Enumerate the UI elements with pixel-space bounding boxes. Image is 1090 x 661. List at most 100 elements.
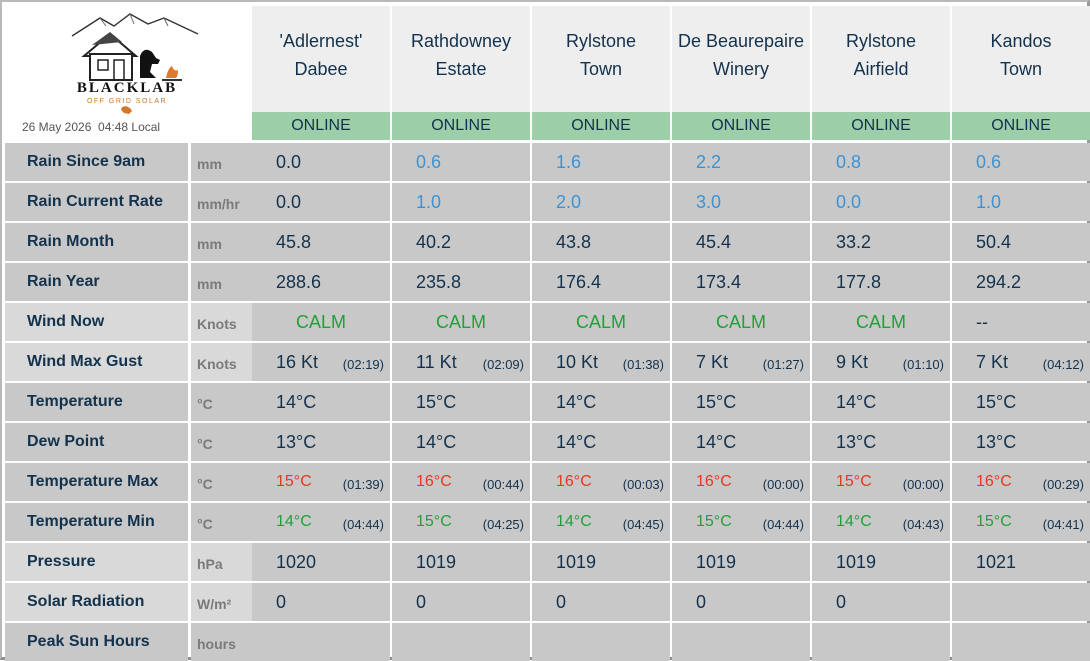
cell-value: 14°C	[836, 513, 872, 530]
cell-value: 1019	[696, 551, 737, 572]
station-name-line1: De Beaurepaire	[677, 31, 805, 51]
row-label: Rain Month	[5, 223, 188, 261]
blacklab-logo: BLACKLAB OFF GRID SOLAR	[52, 12, 202, 116]
value-cell: 16°C (00:44)	[392, 463, 530, 501]
cell-value: --	[976, 311, 988, 332]
value-cell: CALM	[532, 303, 670, 341]
row-unit: Knots	[191, 303, 252, 341]
cell-value: 176.4	[556, 271, 602, 292]
value-cell: 1.6	[532, 143, 670, 181]
brand-name: BLACKLAB	[77, 80, 177, 96]
value-cell: 0.8	[812, 143, 950, 181]
cell-value: 15°C	[416, 391, 457, 412]
value-cell: 15°C	[672, 383, 810, 421]
value-cell: 1019	[532, 543, 670, 581]
value-cell	[952, 583, 1090, 621]
station-status-badge: ONLINE	[672, 112, 810, 140]
cell-value: 16°C	[976, 473, 1012, 490]
row-label: Dew Point	[5, 423, 188, 461]
cell-value: 15°C	[836, 473, 872, 490]
cell-value: CALM	[295, 311, 346, 332]
cell-time: (04:44)	[762, 516, 804, 532]
cell-value: 2.2	[696, 151, 722, 172]
value-cell	[392, 623, 530, 661]
cell-value: 0.0	[836, 191, 862, 212]
value-cell: 14°C	[812, 383, 950, 421]
value-cell: 14°C (04:45)	[532, 503, 670, 541]
table-row: Pressure hPa 1020 1019 1019 1019 1019 1021	[5, 543, 1090, 581]
cell-value: 15°C	[976, 513, 1012, 530]
cell-value: 13°C	[976, 431, 1017, 452]
cell-value: 13°C	[276, 431, 317, 452]
station-name-line2: Estate	[435, 59, 487, 79]
station-name-line1: Rylstone	[845, 31, 917, 51]
value-cell: 0	[672, 583, 810, 621]
cell-value: 173.4	[696, 271, 742, 292]
value-cell: 1.0	[392, 183, 530, 221]
station-header[interactable]: Rathdowney Estate	[392, 6, 530, 112]
cell-value: 1021	[976, 551, 1017, 572]
cell-value: 16 Kt	[276, 351, 319, 372]
cell-value: 16°C	[696, 473, 732, 490]
cell-value: 14°C	[556, 431, 597, 452]
row-unit: Knots	[191, 343, 252, 381]
value-cell: 173.4	[672, 263, 810, 301]
row-unit: °C	[191, 383, 252, 421]
value-cell: 15°C (01:39)	[252, 463, 390, 501]
value-cell	[532, 623, 670, 661]
value-cell: 2.0	[532, 183, 670, 221]
value-cell: 1019	[392, 543, 530, 581]
table-row: Wind Now Knots CALM CALM CALM CALM CALM --	[5, 303, 1090, 341]
value-cell: 0	[392, 583, 530, 621]
table-row: Solar Radiation W/m² 0 0 0 0 0	[5, 583, 1090, 621]
value-cell: 14°C	[252, 383, 390, 421]
value-cell: CALM	[812, 303, 950, 341]
station-header[interactable]: 'Adlernest' Dabee	[252, 6, 390, 112]
cell-value: 294.2	[976, 271, 1022, 292]
row-label: Temperature	[5, 383, 188, 421]
row-label: Solar Radiation	[5, 583, 188, 621]
cell-value: 14°C	[416, 431, 457, 452]
cell-value: 45.8	[276, 231, 312, 252]
cell-value: 0	[836, 591, 847, 612]
cell-value: 1019	[416, 551, 457, 572]
cell-time: (00:44)	[482, 476, 524, 492]
value-cell: 176.4	[532, 263, 670, 301]
cell-value: 15°C	[696, 513, 732, 530]
value-cell: 14°C (04:44)	[252, 503, 390, 541]
value-cell: 14°C (04:43)	[812, 503, 950, 541]
value-cell: 16°C (00:03)	[532, 463, 670, 501]
value-cell: 0.6	[392, 143, 530, 181]
cell-value: 0.8	[836, 151, 862, 172]
station-header[interactable]: Kandos Town	[952, 6, 1090, 112]
cell-value: 1020	[276, 551, 317, 572]
value-cell: 1.0	[952, 183, 1090, 221]
value-cell: CALM	[392, 303, 530, 341]
cell-value: 0.0	[276, 151, 302, 172]
cell-value: CALM	[435, 311, 486, 332]
station-header[interactable]: Rylstone Town	[532, 6, 670, 112]
cell-value: 14°C	[276, 391, 317, 412]
cell-value: 15°C	[416, 513, 452, 530]
cell-time: (04:41)	[1042, 516, 1084, 532]
cell-value: 14°C	[696, 431, 737, 452]
cell-value: 7 Kt	[976, 351, 1009, 372]
value-cell: 1019	[812, 543, 950, 581]
station-header[interactable]: Rylstone Airfield	[812, 6, 950, 112]
row-unit: mm/hr	[191, 183, 252, 221]
value-cell: 288.6	[252, 263, 390, 301]
value-cell: 1020	[252, 543, 390, 581]
cell-value: 45.4	[696, 231, 732, 252]
value-cell: 235.8	[392, 263, 530, 301]
row-unit: °C	[191, 503, 252, 541]
cell-value: 177.8	[836, 271, 882, 292]
station-name-line2: Town	[999, 59, 1043, 79]
station-header[interactable]: De Beaurepaire Winery	[672, 6, 810, 112]
value-cell: 50.4	[952, 223, 1090, 261]
value-cell: 45.4	[672, 223, 810, 261]
value-cell: 14°C	[532, 423, 670, 461]
cell-value: 14°C	[556, 391, 597, 412]
cell-value: 16°C	[416, 473, 452, 490]
cell-time: (02:09)	[482, 356, 524, 372]
